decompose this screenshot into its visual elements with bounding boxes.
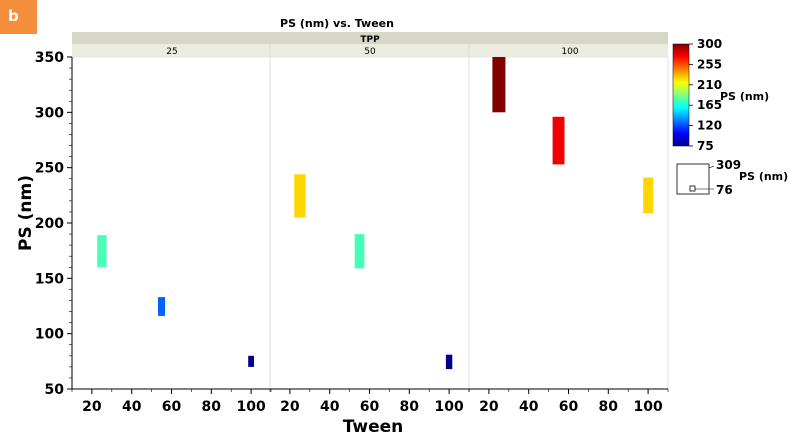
x-tick-label-25-20: 20 <box>82 399 102 415</box>
bar-tpp50-tween25 <box>294 174 306 218</box>
y-tick-label-300: 300 <box>35 105 64 121</box>
panel-label-text: b <box>8 7 19 25</box>
color-legend-title: PS (nm) <box>720 90 769 103</box>
color-legend: 300 255 210 165 120 75 PS (nm) <box>672 37 769 153</box>
color-tick-label-300: 300 <box>697 37 722 51</box>
facet-title: TPP <box>360 35 380 45</box>
x-tick-label-50-40: 40 <box>320 399 340 415</box>
bar-tpp100-tween100 <box>643 177 654 213</box>
bar-tpp50-tween55 <box>354 234 365 269</box>
color-tick-label-165: 165 <box>697 98 722 112</box>
x-tick-label-25-80: 80 <box>202 399 222 415</box>
x-tick-label-25-60: 60 <box>162 399 182 415</box>
bar-tpp25-tween55 <box>158 297 166 316</box>
facet-label-50: 50 <box>364 47 376 57</box>
x-tick-label-25-100: 100 <box>236 399 265 415</box>
x-axis-title: Tween <box>343 417 404 433</box>
y-axis: 50 100 150 200 250 300 350 <box>35 50 73 398</box>
x-tick-label-100-20: 20 <box>479 399 499 415</box>
color-tick-label-75: 75 <box>697 139 714 153</box>
x-tick-label-50-60: 60 <box>360 399 380 415</box>
size-legend: 309 76 PS (nm) <box>676 158 788 197</box>
panel-label: b <box>0 0 37 34</box>
color-tick-label-255: 255 <box>697 57 722 71</box>
x-tick-label-100-100: 100 <box>633 399 662 415</box>
color-tick-label-120: 120 <box>697 119 722 133</box>
size-legend-title: PS (nm) <box>739 170 788 183</box>
color-scale-bar <box>672 43 690 147</box>
chart-title: PS (nm) vs. Tween <box>280 17 394 30</box>
y-tick-label-250: 250 <box>35 161 64 177</box>
plot-frame <box>71 56 669 390</box>
color-tick-label-210: 210 <box>697 78 722 92</box>
size-legend-max: 309 <box>716 158 741 172</box>
bar-tpp100-tween25 <box>492 57 506 113</box>
x-tick-label-100-60: 60 <box>559 399 579 415</box>
y-tick-label-100: 100 <box>35 327 64 343</box>
bars-layer <box>97 57 654 370</box>
y-tick-label-50: 50 <box>45 382 65 398</box>
y-tick-label-350: 350 <box>35 50 64 66</box>
x-tick-label-100-40: 40 <box>519 399 539 415</box>
color-legend-ticks: 300 255 210 165 120 75 <box>689 37 722 153</box>
size-legend-small-box <box>689 185 696 192</box>
x-tick-label-50-80: 80 <box>400 399 420 415</box>
y-tick-label-150: 150 <box>35 271 64 287</box>
x-tick-label-50-20: 20 <box>280 399 300 415</box>
size-legend-min: 76 <box>716 183 733 197</box>
bar-tpp25-tween25 <box>97 235 107 268</box>
facet-strip-header <box>72 32 668 44</box>
bar-tpp50-tween100 <box>445 354 453 370</box>
bar-tpp25-tween100 <box>248 355 254 367</box>
facet-label-100: 100 <box>561 47 578 57</box>
x-tick-label-50-100: 100 <box>434 399 463 415</box>
y-tick-label-200: 200 <box>35 216 64 232</box>
y-axis-title: PS (nm) <box>16 175 36 251</box>
facet-label-25: 25 <box>166 47 177 57</box>
x-tick-label-25-40: 40 <box>122 399 142 415</box>
bar-tpp100-tween55 <box>552 116 565 165</box>
size-legend-leader-max <box>708 165 715 169</box>
x-tick-label-100-80: 80 <box>599 399 619 415</box>
facet-strip-labels <box>72 44 668 57</box>
x-axis: 20 40 60 80 100 20 40 60 80 100 20 40 60 80 100 <box>71 388 669 415</box>
